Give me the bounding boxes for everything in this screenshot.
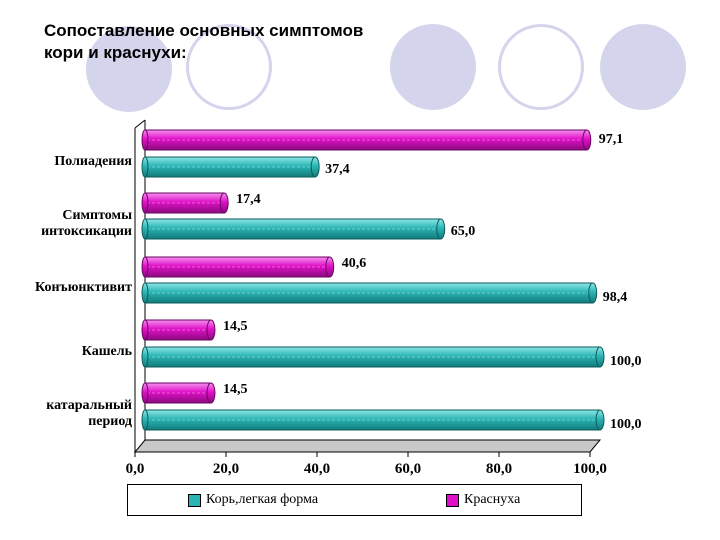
x-tick-label: 80,0 xyxy=(486,461,512,477)
bar-measles xyxy=(141,409,605,431)
legend-swatch-measles xyxy=(188,493,201,507)
category-label: Кашель xyxy=(82,344,133,359)
decor-circle-4 xyxy=(498,24,584,110)
data-label-rubella: 17,4 xyxy=(236,192,260,207)
decor-circle-5 xyxy=(600,24,686,110)
decor-circle-2 xyxy=(186,24,272,110)
category-label: период xyxy=(88,414,132,429)
bar-rubella xyxy=(141,256,335,278)
data-label-rubella: 40,6 xyxy=(342,256,367,271)
data-label-rubella: 14,5 xyxy=(223,319,248,334)
x-tick-label: 100,0 xyxy=(573,461,607,477)
category-label: интоксикации xyxy=(41,224,132,239)
legend-item-rubella: Краснуха xyxy=(446,492,520,508)
legend-label-measles: Корь,легкая форма xyxy=(206,492,319,507)
legend-swatch-rubella xyxy=(446,493,459,507)
data-label-measles: 100,0 xyxy=(610,354,642,369)
bar-rubella xyxy=(141,319,216,341)
bar-rubella xyxy=(141,129,592,151)
data-label-rubella: 97,1 xyxy=(599,132,624,147)
category-label: Симптомы xyxy=(62,208,132,223)
x-tick-label: 40,0 xyxy=(304,461,330,477)
x-tick-label: 20,0 xyxy=(213,461,239,477)
bar-measles xyxy=(141,218,446,240)
x-tick-label: 60,0 xyxy=(395,461,421,477)
category-label: Полиадения xyxy=(54,154,132,169)
data-label-measles: 65,0 xyxy=(451,224,476,239)
decor-circle-1 xyxy=(86,26,172,112)
data-label-measles: 37,4 xyxy=(325,162,350,177)
data-label-measles: 100,0 xyxy=(610,417,642,432)
bar-measles xyxy=(141,282,598,304)
legend: Корь,легкая форма Краснуха xyxy=(127,484,582,516)
legend-label-rubella: Краснуха xyxy=(464,492,521,507)
data-label-measles: 98,4 xyxy=(603,290,628,305)
bar-measles xyxy=(141,346,605,368)
category-label: катаральный xyxy=(46,398,132,413)
data-label-rubella: 14,5 xyxy=(223,382,248,397)
decor-circle-3 xyxy=(390,24,476,110)
title-line-2: кори и краснухи: xyxy=(44,43,187,62)
x-tick-label: 0,0 xyxy=(126,461,145,477)
page-title: Сопоставление основных симптомов кори и … xyxy=(44,20,464,64)
bar-measles xyxy=(141,156,320,178)
category-label: Конъюнктивит xyxy=(35,280,132,295)
title-line-1: Сопоставление основных симптомов xyxy=(44,21,364,40)
bar-rubella xyxy=(141,192,229,214)
legend-item-measles: Корь,легкая форма xyxy=(188,492,318,508)
bar-rubella xyxy=(141,382,216,404)
